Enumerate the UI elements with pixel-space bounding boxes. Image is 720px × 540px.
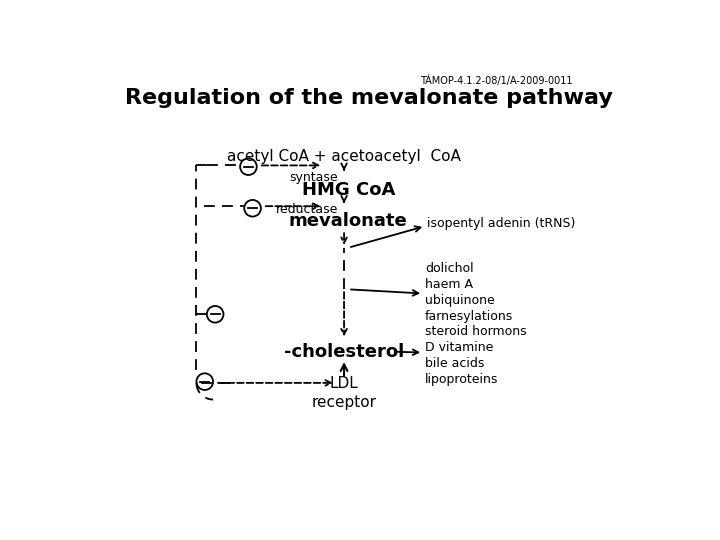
Text: LDL
receptor: LDL receptor: [312, 376, 377, 410]
Text: reductase: reductase: [276, 203, 338, 216]
Text: acetyl CoA + acetoacetyl  CoA: acetyl CoA + acetoacetyl CoA: [227, 149, 461, 164]
Text: syntase: syntase: [289, 171, 338, 184]
Text: HMG CoA: HMG CoA: [302, 180, 395, 199]
Text: Regulation of the mevalonate pathway: Regulation of the mevalonate pathway: [125, 87, 613, 107]
Text: steroid hormons
D vitamine
bile acids
lipoproteins: steroid hormons D vitamine bile acids li…: [425, 326, 527, 386]
Text: mevalonate: mevalonate: [289, 212, 408, 230]
Text: -cholesterol: -cholesterol: [284, 343, 404, 361]
Text: TÁMOP-4.1.2-08/1/A-2009-0011: TÁMOP-4.1.2-08/1/A-2009-0011: [420, 75, 572, 86]
Text: dolichol
haem A
ubiquinone
farnesylations: dolichol haem A ubiquinone farnesylation…: [425, 262, 513, 323]
Text: isopentyl adenin (tRNS): isopentyl adenin (tRNS): [427, 217, 575, 230]
